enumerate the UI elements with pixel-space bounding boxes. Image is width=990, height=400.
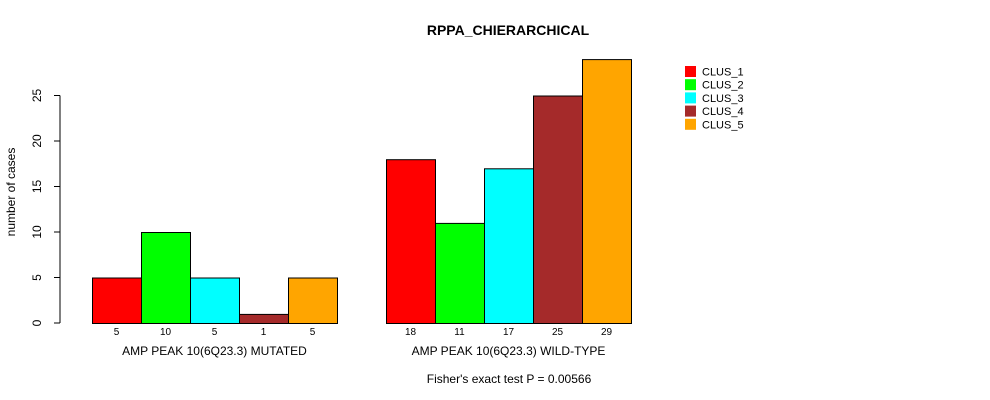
- legend-label: CLUS_5: [702, 119, 744, 131]
- group-label: AMP PEAK 10(6Q23.3) MUTATED: [122, 344, 307, 358]
- bar-clus-1-group-1: [92, 277, 142, 324]
- bar-clus-5-group-2: [582, 59, 632, 324]
- bars: [92, 59, 632, 324]
- legend-label: CLUS_4: [702, 106, 744, 118]
- y-tick-label: 20: [30, 134, 44, 148]
- legend-swatch: [685, 66, 696, 77]
- bar-clus-2-group-1: [141, 232, 191, 324]
- y-tick-label: 15: [30, 180, 44, 194]
- bar-count-label: 29: [601, 327, 613, 338]
- y-tick-label: 5: [30, 274, 44, 281]
- y-axis-label: number of cases: [4, 148, 18, 237]
- bar-count-label: 25: [552, 327, 564, 338]
- fisher-test-annotation: Fisher's exact test P = 0.00566: [427, 372, 592, 386]
- bar-count-label: 1: [261, 327, 267, 338]
- bar-clus-3-group-1: [190, 277, 240, 324]
- bar-clus-2-group-2: [435, 222, 485, 324]
- y-tick-label: 25: [30, 89, 44, 103]
- bar-count-label: 5: [114, 327, 120, 338]
- bar-count-label: 5: [310, 327, 316, 338]
- legend-swatch: [685, 105, 696, 117]
- legend-label: CLUS_2: [702, 80, 744, 92]
- bar-count-label: 11: [454, 327, 465, 338]
- chart-title: RPPA_CHIERARCHICAL: [427, 22, 590, 38]
- bar-clus-5-group-1: [288, 277, 338, 324]
- legend-label: CLUS_1: [702, 67, 744, 79]
- bar-clus-4-group-1: [239, 313, 289, 324]
- bar-count-label: 5: [212, 327, 218, 338]
- y-tick-label: 0: [30, 319, 44, 326]
- legend-swatch: [685, 79, 696, 91]
- bar-clus-3-group-2: [484, 168, 534, 324]
- legend-swatch: [685, 92, 696, 104]
- bar-count-label: 17: [503, 327, 515, 338]
- y-axis: 0 5 10 15 20 25: [30, 89, 61, 326]
- bar-clus-1-group-2: [386, 159, 436, 324]
- group-labels: AMP PEAK 10(6Q23.3) MUTATED AMP PEAK 10(6…: [122, 344, 605, 358]
- bar-clus-4-group-2: [533, 95, 583, 324]
- legend-label: CLUS_3: [702, 93, 744, 105]
- legend-swatch: [685, 118, 696, 130]
- y-tick-label: 10: [30, 225, 44, 239]
- group-label: AMP PEAK 10(6Q23.3) WILD-TYPE: [412, 344, 606, 358]
- bar-count-label: 18: [405, 327, 417, 338]
- bar-count-label: 10: [160, 327, 172, 338]
- count-labels: 5 18 10 11 5 17 1 25 5 29: [114, 327, 613, 338]
